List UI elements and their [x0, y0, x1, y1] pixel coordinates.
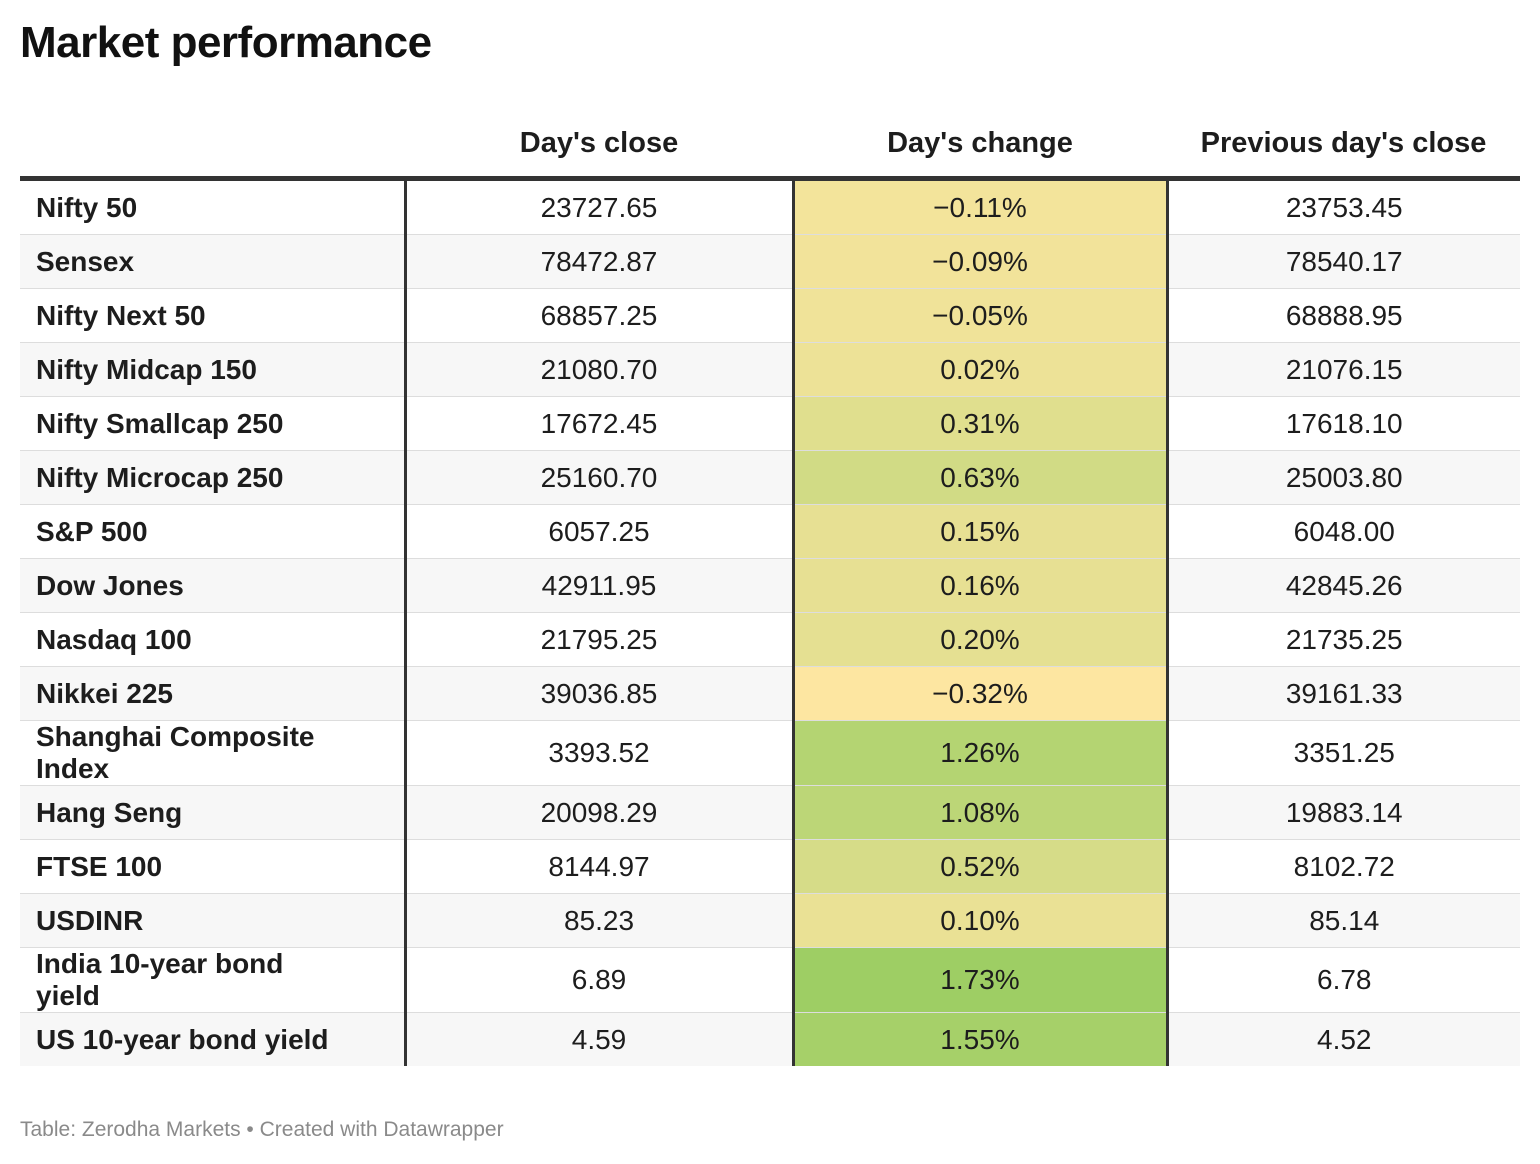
previous-close-cell: 68888.95 [1167, 288, 1520, 343]
row-name-cell: USDINR [20, 893, 407, 948]
previous-close-cell: 78540.17 [1167, 234, 1520, 289]
market-table-container: Day's close Day's change Previous day's … [20, 110, 1520, 1066]
previous-close-cell: 21735.25 [1167, 612, 1520, 667]
row-name-cell: Nifty Smallcap 250 [20, 396, 407, 451]
days-change-cell: −0.05% [793, 288, 1169, 343]
table-row: Nifty Smallcap 250 17672.45 0.31% 17618.10 [20, 396, 1520, 451]
previous-close-cell: 21076.15 [1167, 342, 1520, 397]
table-row: Nifty 50 23727.65 −0.11% 23753.45 [20, 178, 1520, 235]
days-close-cell: 4.59 [405, 1012, 795, 1066]
row-name-cell: Shanghai Composite Index [20, 720, 407, 786]
days-change-cell: 1.55% [793, 1012, 1169, 1066]
previous-close-cell: 6.78 [1167, 947, 1520, 1013]
header-name [20, 110, 405, 181]
source-footer: Table: Zerodha Markets • Created with Da… [20, 1118, 504, 1141]
days-change-cell: 1.08% [793, 785, 1169, 840]
row-name-cell: FTSE 100 [20, 839, 407, 894]
previous-close-cell: 25003.80 [1167, 450, 1520, 505]
days-change-cell: 0.20% [793, 612, 1169, 667]
table-row: Dow Jones 42911.95 0.16% 42845.26 [20, 558, 1520, 613]
row-name-cell: Nifty Microcap 250 [20, 450, 407, 505]
previous-close-cell: 23753.45 [1167, 178, 1520, 235]
days-change-cell: 0.52% [793, 839, 1169, 894]
days-change-cell: 0.02% [793, 342, 1169, 397]
previous-close-cell: 6048.00 [1167, 504, 1520, 559]
table-row: Nifty Microcap 250 25160.70 0.63% 25003.80 [20, 450, 1520, 505]
days-close-cell: 42911.95 [405, 558, 795, 613]
row-name-cell: US 10-year bond yield [20, 1012, 407, 1066]
previous-close-cell: 8102.72 [1167, 839, 1520, 894]
table-row: USDINR 85.23 0.10% 85.14 [20, 893, 1520, 948]
table-row: Nikkei 225 39036.85 −0.32% 39161.33 [20, 666, 1520, 721]
days-change-cell: 0.16% [793, 558, 1169, 613]
row-name-cell: Nasdaq 100 [20, 612, 407, 667]
days-change-cell: 1.73% [793, 947, 1169, 1013]
days-change-cell: 0.10% [793, 893, 1169, 948]
days-close-cell: 78472.87 [405, 234, 795, 289]
days-change-cell: 0.31% [793, 396, 1169, 451]
previous-close-cell: 3351.25 [1167, 720, 1520, 786]
table-row: Nifty Next 50 68857.25 −0.05% 68888.95 [20, 288, 1520, 343]
days-change-cell: −0.11% [793, 178, 1169, 235]
days-close-cell: 20098.29 [405, 785, 795, 840]
previous-close-cell: 42845.26 [1167, 558, 1520, 613]
table-row: S&P 500 6057.25 0.15% 6048.00 [20, 504, 1520, 559]
header-days-change: Day's change [793, 110, 1167, 181]
row-name-cell: S&P 500 [20, 504, 407, 559]
days-close-cell: 6057.25 [405, 504, 795, 559]
table-row: US 10-year bond yield 4.59 1.55% 4.52 [20, 1012, 1520, 1066]
days-close-cell: 25160.70 [405, 450, 795, 505]
header-row: Day's close Day's change Previous day's … [20, 110, 1520, 181]
row-name-cell: Nifty Next 50 [20, 288, 407, 343]
table-row: India 10-year bond yield 6.89 1.73% 6.78 [20, 947, 1520, 1013]
market-table: Day's close Day's change Previous day's … [20, 110, 1520, 1066]
days-change-cell: 0.63% [793, 450, 1169, 505]
row-name-cell: India 10-year bond yield [20, 947, 407, 1013]
row-name-cell: Sensex [20, 234, 407, 289]
days-close-cell: 6.89 [405, 947, 795, 1013]
header-days-close: Day's close [405, 110, 793, 181]
days-close-cell: 85.23 [405, 893, 795, 948]
chart-title: Market performance [20, 18, 432, 67]
row-name-cell: Nikkei 225 [20, 666, 407, 721]
table-row: FTSE 100 8144.97 0.52% 8102.72 [20, 839, 1520, 894]
table-row: Sensex 78472.87 −0.09% 78540.17 [20, 234, 1520, 289]
header-previous-close: Previous day's close [1167, 110, 1520, 181]
days-change-cell: 1.26% [793, 720, 1169, 786]
table-row: Shanghai Composite Index 3393.52 1.26% 3351… [20, 720, 1520, 786]
row-name-cell: Nifty Midcap 150 [20, 342, 407, 397]
days-change-cell: −0.09% [793, 234, 1169, 289]
row-name-cell: Hang Seng [20, 785, 407, 840]
previous-close-cell: 19883.14 [1167, 785, 1520, 840]
days-close-cell: 21080.70 [405, 342, 795, 397]
table-row: Hang Seng 20098.29 1.08% 19883.14 [20, 785, 1520, 840]
days-close-cell: 23727.65 [405, 178, 795, 235]
row-name-cell: Nifty 50 [20, 178, 407, 235]
days-close-cell: 21795.25 [405, 612, 795, 667]
previous-close-cell: 39161.33 [1167, 666, 1520, 721]
previous-close-cell: 85.14 [1167, 893, 1520, 948]
days-close-cell: 8144.97 [405, 839, 795, 894]
days-close-cell: 3393.52 [405, 720, 795, 786]
table-body: Nifty 50 23727.65 −0.11% 23753.45 Sensex 7847… [20, 178, 1520, 1066]
previous-close-cell: 17618.10 [1167, 396, 1520, 451]
days-close-cell: 39036.85 [405, 666, 795, 721]
days-close-cell: 68857.25 [405, 288, 795, 343]
days-change-cell: −0.32% [793, 666, 1169, 721]
table-header: Day's close Day's change Previous day's … [20, 110, 1520, 181]
days-change-cell: 0.15% [793, 504, 1169, 559]
table-row: Nasdaq 100 21795.25 0.20% 21735.25 [20, 612, 1520, 667]
table-row: Nifty Midcap 150 21080.70 0.02% 21076.15 [20, 342, 1520, 397]
row-name-cell: Dow Jones [20, 558, 407, 613]
days-close-cell: 17672.45 [405, 396, 795, 451]
previous-close-cell: 4.52 [1167, 1012, 1520, 1066]
